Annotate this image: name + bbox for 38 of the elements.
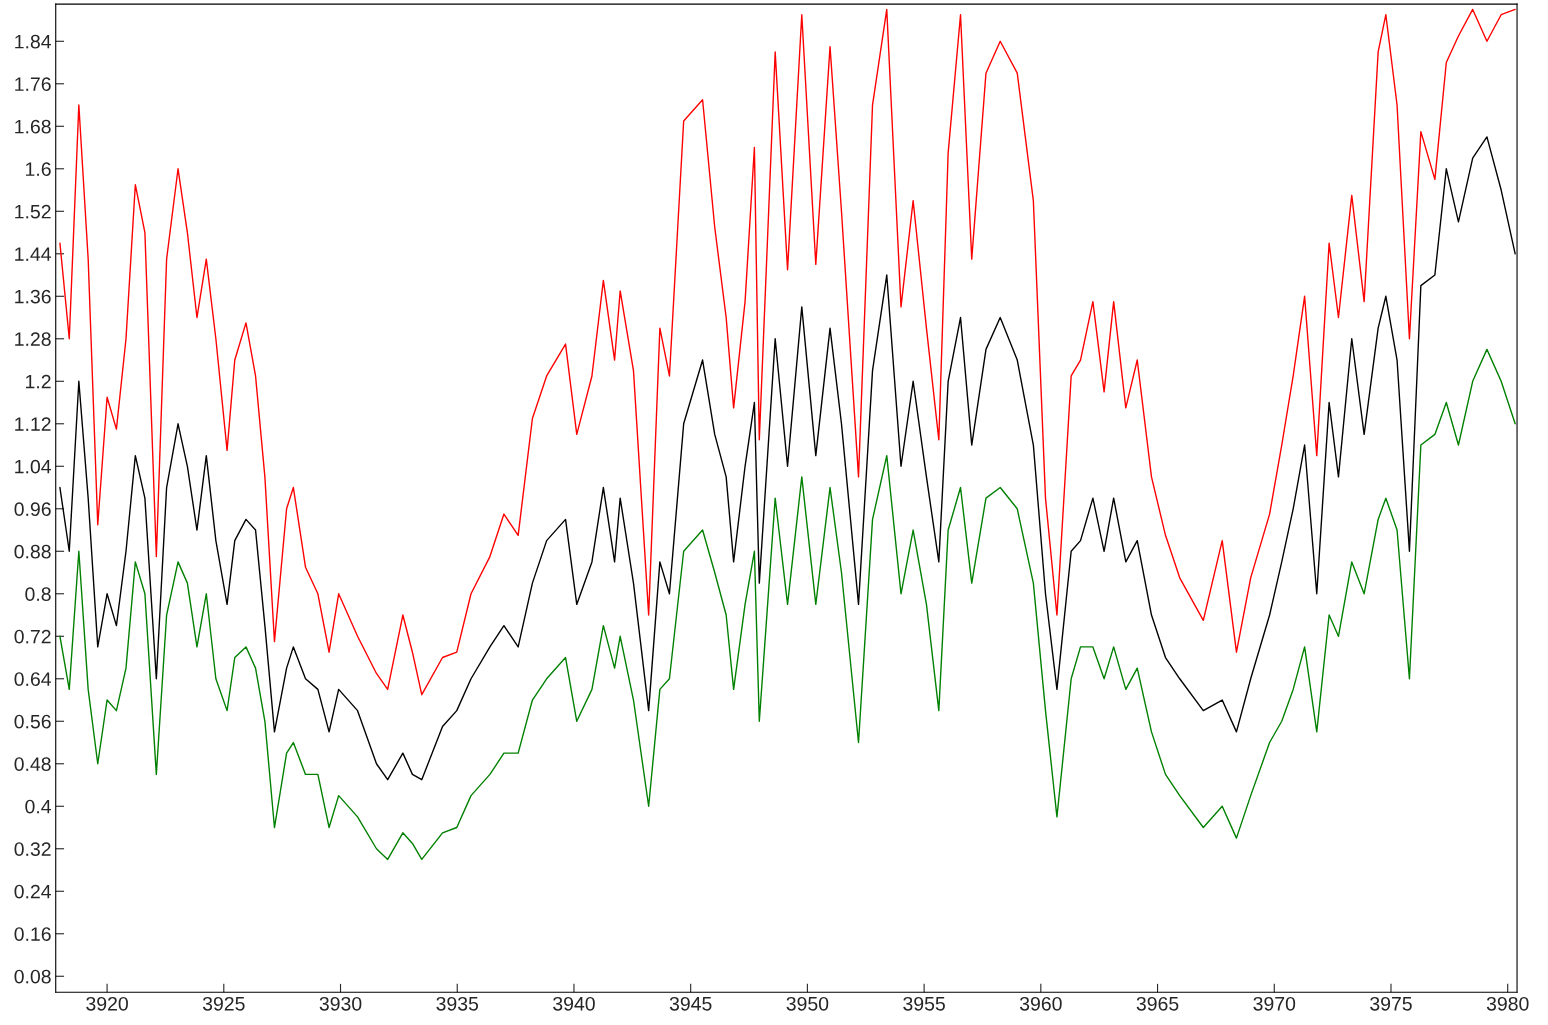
y-tick-label: 0.72: [14, 629, 51, 644]
x-tick-label: 3950: [786, 996, 829, 1011]
y-tick-label: 0.48: [14, 757, 51, 772]
y-tick-label: 0.96: [14, 502, 51, 517]
x-tick-label: 3960: [1019, 996, 1062, 1011]
x-tick-label: 3975: [1370, 996, 1412, 1011]
line-series: [59, 348, 1516, 861]
x-tick-label: 3930: [319, 996, 362, 1011]
y-tick-label: 0.32: [14, 842, 51, 856]
x-tick-label: 3970: [1253, 996, 1296, 1011]
y-tick-label: 0.16: [14, 927, 51, 941]
y-tick-label: 0.08: [14, 969, 51, 984]
x-tick-label: 3955: [903, 996, 945, 1011]
y-tick-label: 1.12: [15, 417, 51, 431]
x-tick-label: 3920: [86, 996, 128, 1011]
y-tick-label: 1.36: [15, 289, 51, 304]
y-tick-label: 1.76: [15, 77, 51, 92]
x-tick-label: 3945: [669, 996, 712, 1011]
y-tick-label: 1.28: [15, 332, 51, 347]
x-tick-label: 3965: [1136, 996, 1179, 1011]
x-tick-label: 3940: [553, 996, 595, 1011]
y-tick-label: 0.56: [14, 714, 51, 729]
y-tick-label: 1.04: [15, 459, 51, 474]
y-tick-label: 1.2: [26, 374, 51, 389]
y-tick-label: 0.8: [25, 587, 51, 602]
y-tick-label: 1.44: [15, 247, 51, 261]
x-tick-label: 3980: [1486, 996, 1529, 1011]
y-tick-label: 0.4: [25, 799, 51, 814]
x-tick-label: 3935: [436, 996, 479, 1011]
y-tick-label: 0.88: [14, 544, 51, 559]
y-tick-label: 1.6: [26, 162, 51, 177]
line-series: [59, 8, 1516, 696]
y-tick-label: 0.24: [14, 884, 51, 899]
y-tick-label: 1.52: [15, 204, 51, 219]
y-tick-label: 0.64: [14, 672, 51, 687]
x-tick-label: 3925: [202, 996, 245, 1011]
y-tick-label: 1.68: [15, 119, 51, 134]
y-tick-label: 1.84: [15, 34, 51, 49]
